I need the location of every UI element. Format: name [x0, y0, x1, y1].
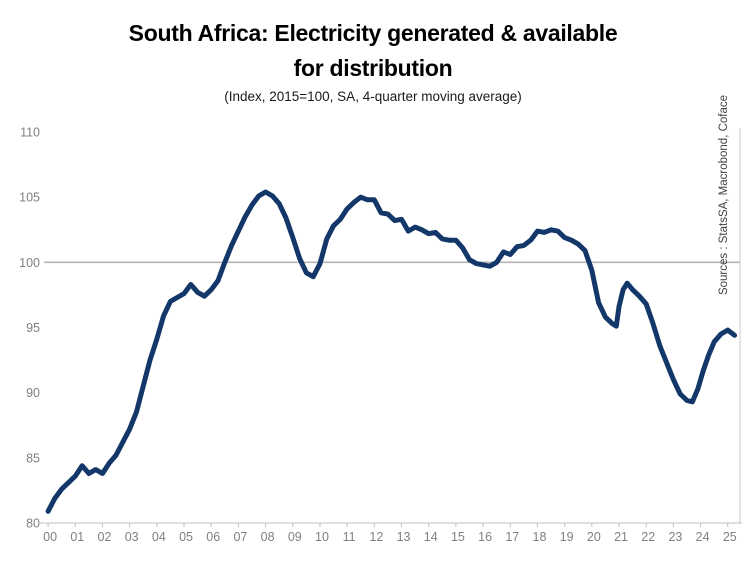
y-tick-label: 100	[19, 256, 40, 270]
chart-header: South Africa: Electricity generated & av…	[0, 16, 746, 104]
x-tick-label: 23	[668, 530, 682, 544]
x-tick-label: 19	[560, 530, 574, 544]
x-tick-label: 13	[397, 530, 411, 544]
x-tick-label: 14	[424, 530, 438, 544]
y-tick-label: 80	[26, 517, 40, 531]
x-tick-label: 08	[261, 530, 275, 544]
chart-title: South Africa: Electricity generated & av…	[0, 16, 746, 86]
chart-title-line-2: for distribution	[293, 55, 453, 81]
x-tick-label: 22	[641, 530, 655, 544]
x-tick-label: 24	[696, 530, 710, 544]
x-tick-label: 09	[288, 530, 302, 544]
x-tick-label: 12	[369, 530, 383, 544]
x-tick-label: 25	[723, 530, 737, 544]
y-tick-label: 105	[19, 191, 40, 205]
electricity-index-line	[45, 189, 738, 514]
y-tick-label: 90	[26, 386, 40, 400]
x-tick-label: 04	[152, 530, 166, 544]
x-tick-label: 16	[478, 530, 492, 544]
y-tick-label: 95	[26, 321, 40, 335]
source-note: Sources : StatsSA, Macrobond, Coface	[718, 94, 730, 296]
y-tick-label: 110	[20, 126, 40, 140]
x-tick-label: 00	[43, 530, 57, 544]
x-tick-label: 03	[125, 530, 139, 544]
x-tick-label: 07	[233, 530, 247, 544]
x-tick-label: 02	[98, 530, 112, 544]
x-tick-label: 01	[70, 530, 84, 544]
x-tick-label: 05	[179, 530, 193, 544]
y-tick-label: 85	[26, 451, 40, 465]
x-tick-label: 10	[315, 530, 329, 544]
x-tick-label: 17	[505, 530, 519, 544]
x-tick-label: 18	[533, 530, 547, 544]
x-tick-label: 06	[206, 530, 220, 544]
x-tick-label: 20	[587, 530, 601, 544]
x-tick-label: 15	[451, 530, 465, 544]
x-tick-label: 11	[343, 530, 356, 544]
x-tick-label: 21	[614, 530, 628, 544]
chart-title-line-1: South Africa: Electricity generated & av…	[128, 20, 618, 46]
chart-subtitle: (Index, 2015=100, SA, 4-quarter moving a…	[224, 89, 522, 104]
